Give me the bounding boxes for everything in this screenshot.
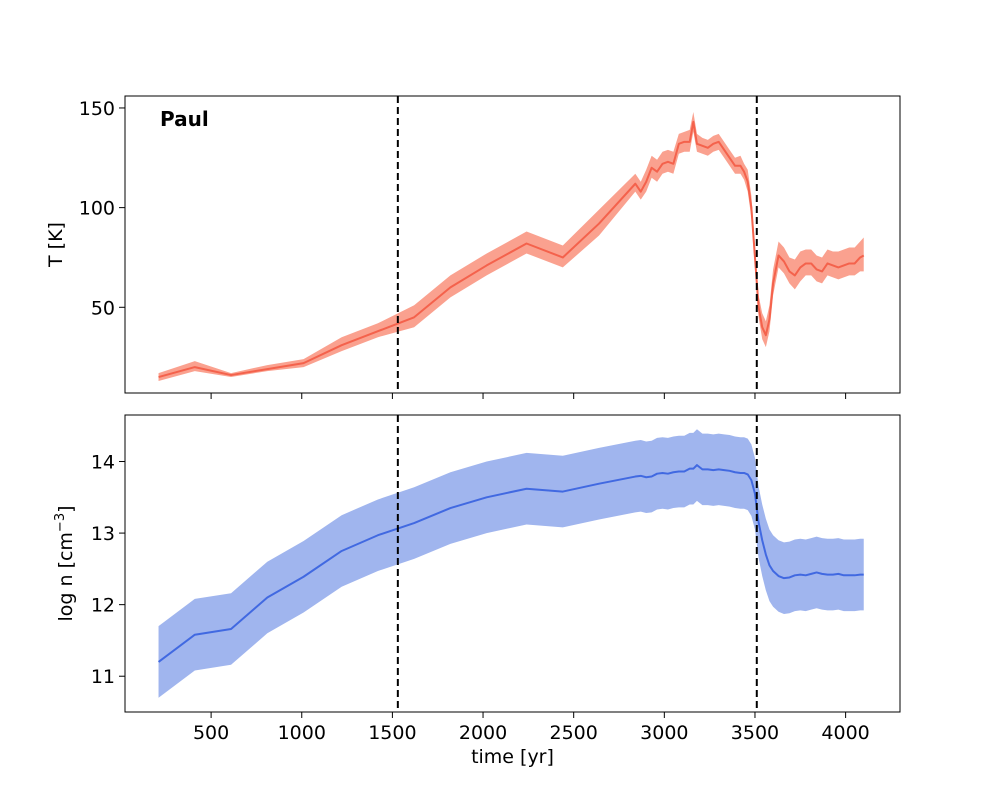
panel-label: Paul: [160, 107, 209, 131]
x-tick-label: 1000: [278, 722, 326, 744]
x-tick-label: 2000: [459, 722, 507, 744]
temperature-line: [158, 120, 865, 379]
y-tick-label: 150: [79, 98, 115, 120]
x-tick-label: 3000: [640, 722, 688, 744]
x-tick-label: 4000: [821, 722, 869, 744]
temperature-series: [158, 120, 865, 379]
density-axes-frame: [124, 414, 901, 713]
x-tick-label: 2500: [550, 722, 598, 744]
y-tick-label: 50: [91, 297, 115, 319]
density-y-axis-label-close: ]: [55, 505, 77, 512]
density-y-ticks: 11 12 13 14: [91, 452, 125, 688]
temperature-x-ticks: [210, 393, 847, 399]
temperature-band-area: [158, 111, 864, 382]
density-uncertainty-band: [158, 429, 864, 698]
density-band-area: [158, 429, 864, 698]
density-panel: 11 12 13 14 500 1000 1500 2000 2500 3000 3500 4000…: [53, 414, 901, 768]
x-tick-label: 1500: [368, 722, 416, 744]
density-y-axis-label: log n [cm−3]: [53, 505, 77, 621]
temperature-uncertainty-band: [158, 111, 864, 382]
temperature-y-ticks: 50 100 150: [79, 98, 125, 319]
temperature-y-axis-label: T [K]: [45, 222, 67, 268]
y-tick-label: 13: [91, 523, 115, 545]
density-x-ticks: 500 1000 1500 2000 2500 3000 3500 4000: [193, 712, 870, 744]
density-y-axis-label-main: log n [cm: [55, 532, 77, 621]
x-tick-label: 500: [193, 722, 229, 744]
density-event-markers: [396, 415, 758, 712]
y-tick-label: 11: [91, 666, 115, 688]
y-tick-label: 14: [91, 452, 115, 474]
temperature-event-markers: [396, 96, 758, 393]
y-tick-label: 100: [79, 198, 115, 220]
temperature-panel: 50 100 150 Paul T [K]: [45, 95, 901, 399]
density-series: [157, 464, 864, 663]
x-tick-label: 3500: [731, 722, 779, 744]
temperature-axes-frame: [124, 95, 901, 394]
y-tick-label: 12: [91, 595, 115, 617]
density-line: [157, 464, 864, 663]
density-y-axis-label-exponent: −3: [53, 513, 68, 532]
time-x-axis-label: time [yr]: [471, 746, 554, 768]
